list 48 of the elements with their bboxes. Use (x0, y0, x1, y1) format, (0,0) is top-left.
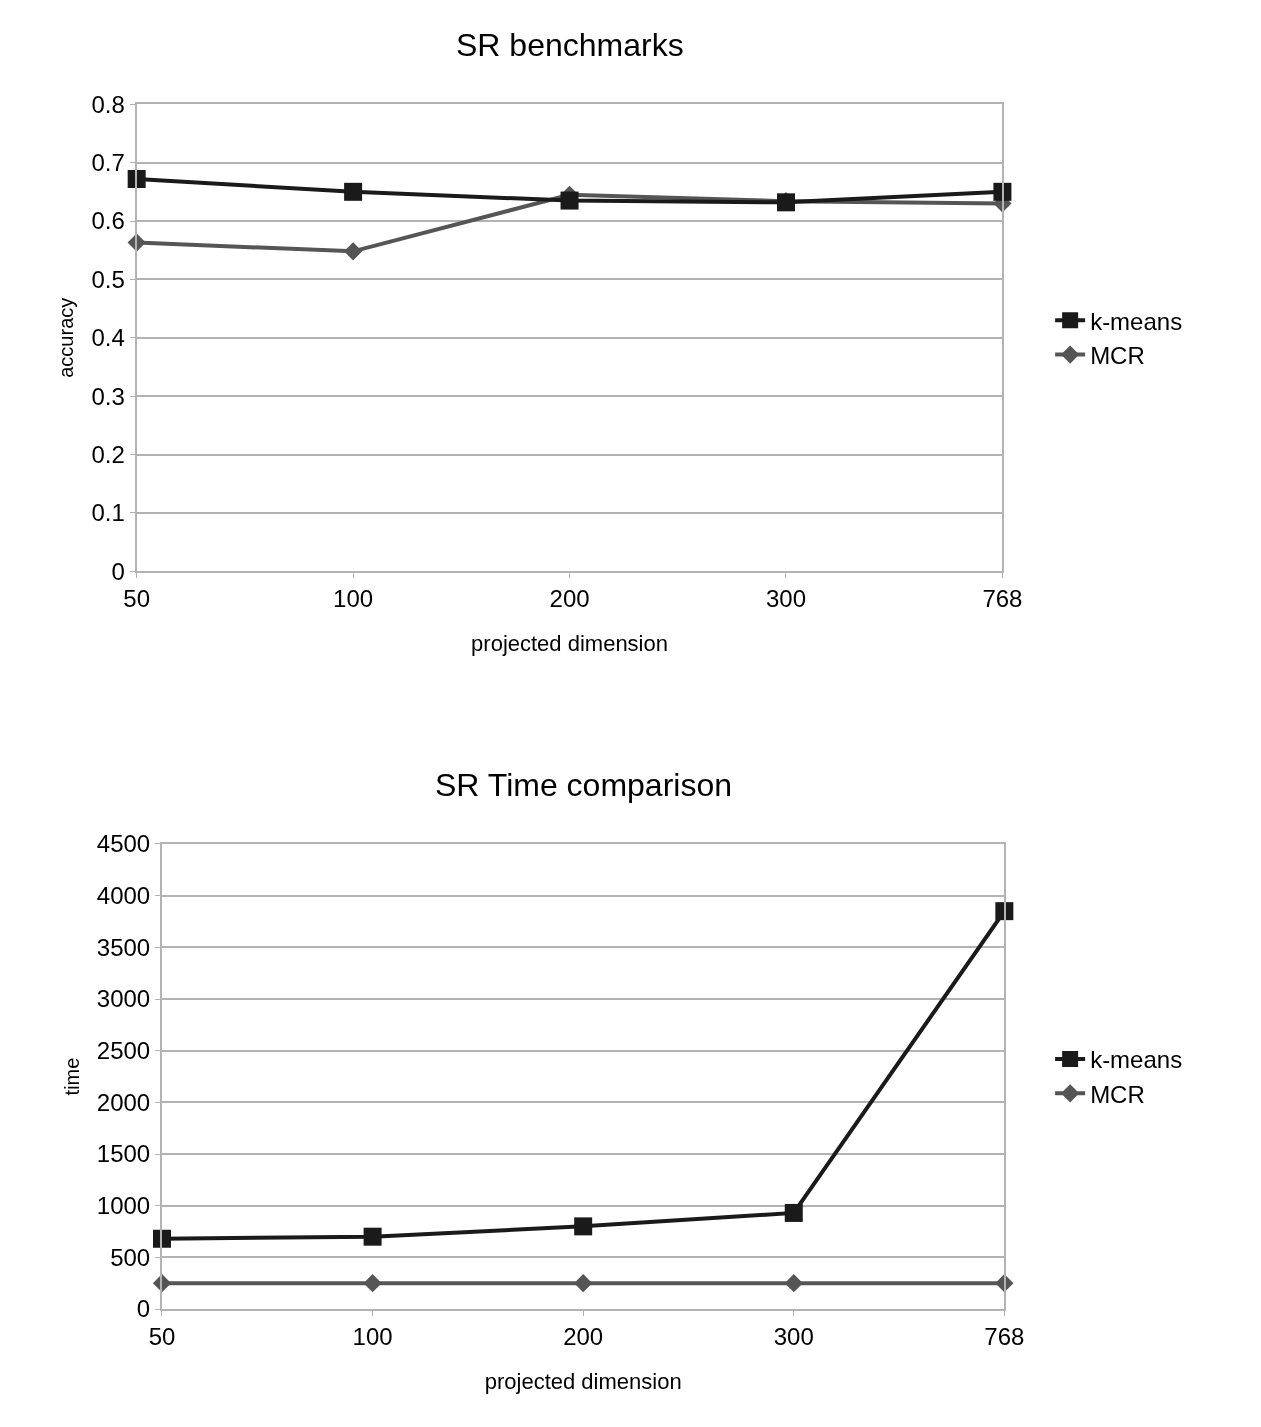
chart-title: SR benchmarks (456, 27, 684, 63)
y-tick-label: 500 (110, 1243, 151, 1271)
point (784, 1274, 803, 1293)
x-axis-title: projected dimension (471, 631, 668, 657)
y-tick-label: 4500 (96, 830, 151, 858)
x-tick-label: 300 (765, 585, 806, 613)
y-tick-label: 2000 (96, 1088, 151, 1116)
chart-title: SR Time comparison (435, 767, 732, 803)
x-axis-title: projected dimension (484, 1369, 682, 1395)
point (574, 1274, 593, 1293)
legend-label: k-means (1090, 307, 1183, 335)
y-tick-label: 0.8 (91, 90, 125, 118)
y-axis-title: accuracy (55, 297, 78, 378)
y-tick-label: 0.4 (91, 324, 125, 352)
y-tick-label: 3000 (96, 985, 151, 1013)
point (344, 182, 363, 201)
point (560, 191, 579, 210)
x-tick-label: 200 (549, 585, 590, 613)
x-tick-label: 100 (352, 1322, 393, 1350)
y-tick-label: 4000 (96, 882, 151, 910)
y-axis-title: time (60, 1057, 83, 1096)
y-tick-label: 3500 (96, 933, 151, 961)
y-tick-label: 0.2 (91, 440, 125, 468)
legend-label: k-means (1090, 1046, 1183, 1074)
point (574, 1217, 593, 1236)
y-tick-label: 2500 (96, 1037, 151, 1065)
x-tick-label: 50 (123, 585, 151, 613)
x-tick-label: 768 (982, 585, 1023, 613)
x-tick-label: 100 (333, 585, 374, 613)
x-tick-label: 768 (984, 1322, 1025, 1350)
x-tick-label: 300 (773, 1322, 814, 1350)
point (784, 1203, 803, 1222)
y-tick-label: 0.3 (91, 382, 125, 410)
x-tick-label: 200 (563, 1322, 604, 1350)
point (363, 1227, 382, 1246)
point (344, 242, 363, 261)
y-tick-label: 0 (136, 1295, 151, 1323)
x-tick-label: 50 (148, 1322, 176, 1350)
legend-label: MCR (1090, 1080, 1145, 1108)
y-tick-label: 1500 (96, 1140, 151, 1168)
point (363, 1274, 382, 1293)
y-tick-label: 0 (111, 557, 125, 585)
y-tick-label: 0.7 (91, 149, 125, 177)
legend-label: MCR (1090, 341, 1145, 369)
y-tick-label: 1000 (96, 1192, 151, 1220)
y-tick-label: 0.1 (91, 499, 125, 527)
y-tick-label: 0.5 (91, 265, 125, 293)
y-tick-label: 0.6 (91, 207, 125, 235)
